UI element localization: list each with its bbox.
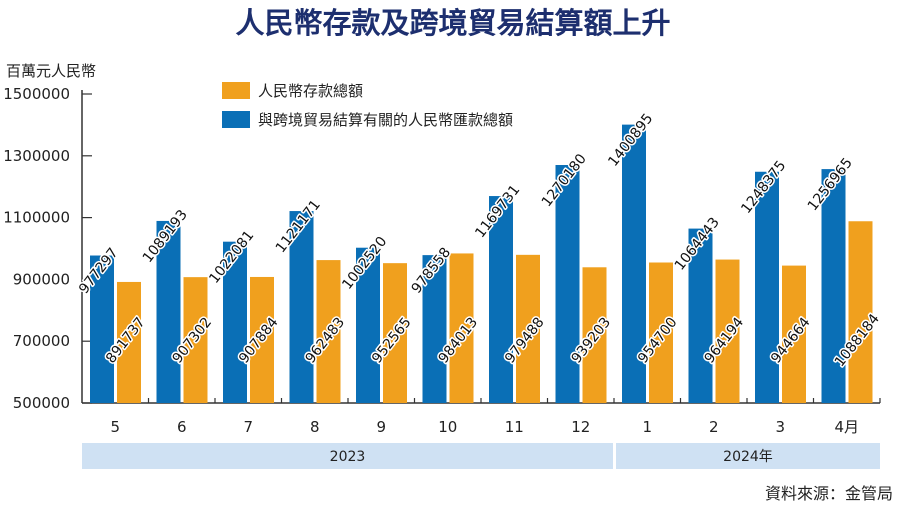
x-tick-label: 2 (709, 418, 719, 436)
bar-remittance (489, 196, 513, 403)
year-label: 2024年 (723, 449, 773, 465)
x-tick-label: 10 (438, 418, 457, 436)
bar-deposits (649, 262, 673, 403)
y-tick-label: 1300000 (3, 147, 70, 165)
bar-remittance (223, 241, 247, 403)
x-tick-label: 1 (642, 418, 652, 436)
axes: 1500000 1300000 1100000 900000 700000 500000 5… (3, 85, 881, 436)
year-band: 2023 2024年 (82, 443, 880, 469)
bar-remittance (688, 228, 713, 403)
chart-title: 人民幣存款及跨境貿易結算額上升 (235, 6, 670, 40)
bar-deposits (449, 253, 474, 403)
x-tick-label: 7 (243, 418, 253, 436)
bar-remittance (90, 255, 114, 403)
bar-deposits (117, 281, 141, 403)
bar-remittance (821, 169, 846, 403)
bars (90, 124, 873, 403)
legend-label: 與跨境貿易結算有關的人民幣匯款總額 (258, 111, 513, 129)
bar-deposits (183, 277, 208, 403)
bar-deposits (782, 265, 806, 403)
x-tick-label: 11 (505, 418, 524, 436)
bar-remittance (156, 220, 181, 403)
bar-remittance (422, 255, 447, 403)
x-tick-label: 4月 (834, 418, 859, 436)
y-tick-label: 900000 (13, 270, 70, 288)
y-tick-label: 500000 (13, 394, 70, 412)
bar-deposits (516, 254, 540, 403)
legend-swatch (222, 82, 250, 99)
year-band-segment (82, 443, 613, 469)
x-tick-label: 12 (571, 418, 590, 436)
bar-deposits (848, 221, 873, 403)
y-tick-label: 1500000 (3, 85, 70, 103)
bar-deposits (383, 263, 407, 403)
legend-label: 人民幣存款總額 (258, 82, 363, 100)
bar-remittance (289, 211, 314, 403)
x-tick-label: 6 (177, 418, 187, 436)
bar-deposits (250, 276, 274, 403)
year-band-segment (616, 443, 880, 469)
year-label: 2023 (330, 449, 366, 465)
bar-remittance (622, 124, 646, 403)
bar-deposits (582, 267, 607, 403)
y-axis-unit: 百萬元人民幣 (6, 62, 96, 80)
x-tick-label: 5 (110, 418, 120, 436)
x-tick-label: 3 (775, 418, 785, 436)
x-tick-label: 9 (376, 418, 386, 436)
bar-deposits (316, 260, 341, 403)
bar-remittance (356, 247, 380, 403)
source-note: 資料來源：金管局 (765, 484, 893, 503)
bar-deposits (715, 259, 740, 403)
y-tick-label: 1100000 (3, 209, 70, 227)
x-tick-label: 8 (310, 418, 320, 436)
legend-swatch (222, 111, 250, 128)
y-tick-label: 700000 (13, 332, 70, 350)
bar-remittance (755, 171, 779, 403)
bar-remittance (555, 165, 580, 403)
